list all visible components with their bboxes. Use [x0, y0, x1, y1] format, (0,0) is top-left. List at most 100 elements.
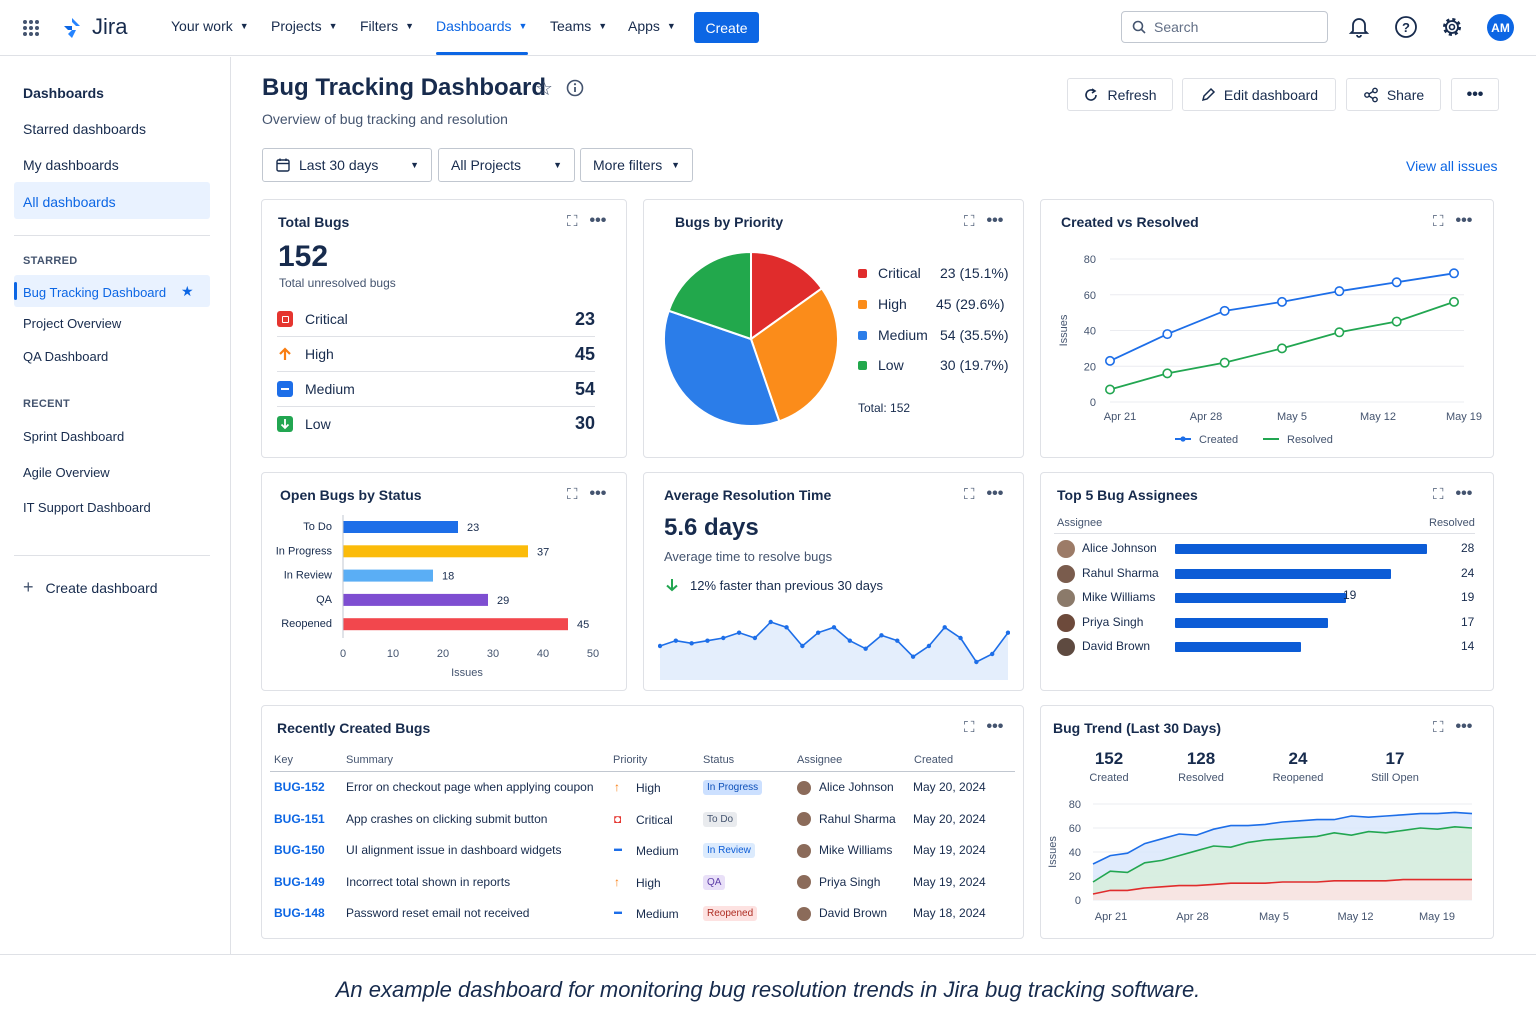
- sidebar-item-starred-dashboards[interactable]: Starred dashboards: [23, 121, 146, 137]
- more-filters-label: More filters: [593, 157, 663, 173]
- issue-key-link[interactable]: BUG-151: [274, 811, 325, 826]
- col-header-summary[interactable]: Summary: [346, 754, 394, 766]
- legend-swatch: [858, 330, 867, 340]
- data-point: [1162, 329, 1173, 340]
- avatar: [797, 780, 811, 795]
- col-header-key[interactable]: Key: [274, 754, 293, 766]
- nav-apps[interactable]: Apps ▼: [628, 18, 676, 34]
- project-filter[interactable]: All Projects ▼: [438, 148, 575, 182]
- expand-icon[interactable]: ⛶: [964, 212, 975, 230]
- edit-dashboard-button[interactable]: Edit dashboard: [1182, 78, 1336, 111]
- issue-summary[interactable]: Password reset email not received: [346, 906, 530, 920]
- date-range-filter[interactable]: Last 30 days ▼: [262, 148, 432, 182]
- more-options-icon[interactable]: •••: [589, 485, 607, 502]
- assignee-name[interactable]: Priya Singh: [1082, 614, 1144, 629]
- col-header-assignee[interactable]: Assignee: [797, 754, 843, 766]
- app-switcher-icon[interactable]: [22, 19, 40, 37]
- notifications-bell-icon[interactable]: [1346, 14, 1372, 40]
- issue-key-link[interactable]: BUG-149: [274, 874, 325, 889]
- y-axis-label: Issues: [1047, 836, 1059, 868]
- more-options-icon[interactable]: •••: [1455, 212, 1473, 229]
- legend-label: Created: [1199, 434, 1238, 446]
- created-date: May 18, 2024: [913, 906, 986, 920]
- sidebar-item-qa-dashboard[interactable]: QA Dashboard: [23, 349, 109, 364]
- assignee-name[interactable]: Mike Williams: [1082, 590, 1156, 604]
- priority-row-low[interactable]: Low 30: [277, 406, 595, 441]
- issue-key-link[interactable]: BUG-150: [274, 843, 325, 857]
- issue-key-link[interactable]: BUG-152: [274, 780, 325, 794]
- calendar-icon: [276, 158, 290, 172]
- sidebar-item-sprint-dashboard[interactable]: Sprint Dashboard: [23, 429, 125, 444]
- more-options-icon[interactable]: •••: [589, 212, 607, 229]
- priority-row-critical[interactable]: Critical 23: [277, 302, 595, 337]
- issue-summary[interactable]: Error on checkout page when applying cou…: [346, 780, 594, 794]
- card-title: Average Resolution Time: [664, 487, 832, 503]
- expand-icon[interactable]: ⛶: [1433, 718, 1444, 736]
- col-header-created[interactable]: Created: [914, 754, 954, 766]
- assignee-name[interactable]: David Brown: [1082, 639, 1151, 653]
- x-tick-label: May 5: [1259, 911, 1289, 923]
- more-options-icon[interactable]: •••: [1455, 485, 1473, 502]
- nav-projects[interactable]: Projects ▼: [271, 18, 338, 34]
- nav-filters[interactable]: Filters ▼: [360, 18, 414, 34]
- app-name[interactable]: Jira: [92, 14, 128, 39]
- help-icon[interactable]: ?: [1393, 14, 1419, 40]
- sparkline-point: [815, 630, 821, 635]
- more-options-icon[interactable]: •••: [986, 718, 1004, 735]
- view-all-issues-link[interactable]: View all issues: [1406, 158, 1498, 174]
- more-options-icon[interactable]: •••: [986, 212, 1004, 229]
- expand-icon[interactable]: ⛶: [1433, 212, 1444, 230]
- priority-row-medium[interactable]: Medium 54: [277, 372, 595, 407]
- expand-icon[interactable]: ⛶: [567, 485, 578, 503]
- expand-icon[interactable]: ⛶: [964, 485, 975, 503]
- priority-label: Medium: [636, 844, 679, 858]
- assignee-resolved-count: 24: [1461, 565, 1475, 580]
- pie-slice-critical: [750, 250, 824, 341]
- jira-logo-icon[interactable]: [60, 16, 84, 40]
- col-header-status[interactable]: Status: [703, 754, 735, 766]
- create-dashboard-link[interactable]: + Create dashboard: [23, 577, 158, 598]
- assignee-name: Alice Johnson: [819, 780, 894, 794]
- x-tick-label: Apr 28: [1190, 411, 1222, 423]
- issue-summary[interactable]: App crashes on clicking submit button: [346, 811, 548, 826]
- settings-gear-icon[interactable]: [1439, 14, 1465, 40]
- sidebar-title: Dashboards: [23, 85, 104, 101]
- sidebar-item-project-overview[interactable]: Project Overview: [23, 316, 122, 331]
- more-options-icon[interactable]: •••: [1455, 718, 1473, 735]
- sidebar-item-all-dashboards[interactable]: All dashboards: [23, 194, 116, 210]
- issue-summary[interactable]: Incorrect total shown in reports: [346, 874, 511, 889]
- expand-icon[interactable]: ⛶: [567, 212, 578, 230]
- info-icon[interactable]: [566, 79, 584, 97]
- search-input[interactable]: Search: [1121, 11, 1328, 43]
- assignee-name[interactable]: Alice Johnson: [1082, 541, 1157, 555]
- bar-to-do: [343, 521, 458, 533]
- refresh-button[interactable]: Refresh: [1067, 78, 1173, 111]
- sidebar-item-it-support-dashboard[interactable]: IT Support Dashboard: [23, 500, 151, 515]
- y-tick-label: 0: [1075, 895, 1081, 907]
- y-tick-label: 80: [1084, 254, 1096, 266]
- more-filters-dropdown[interactable]: More filters ▼: [580, 148, 693, 182]
- issue-summary[interactable]: UI alignment issue in dashboard widgets: [346, 843, 562, 857]
- sidebar-item-my-dashboards[interactable]: My dashboards: [23, 157, 119, 173]
- more-actions-icon[interactable]: •••: [1451, 78, 1499, 111]
- avatar: [797, 875, 811, 890]
- nav-dashboards[interactable]: Dashboards ▼: [436, 18, 527, 34]
- priority-row-high[interactable]: High 45: [277, 337, 595, 372]
- create-button[interactable]: Create: [694, 12, 759, 43]
- nav-your-work[interactable]: Your work ▼: [171, 18, 249, 34]
- more-options-icon[interactable]: •••: [986, 485, 1004, 502]
- expand-icon[interactable]: ⛶: [1433, 485, 1444, 503]
- recent-heading: RECENT: [23, 398, 71, 410]
- share-button[interactable]: Share: [1346, 78, 1441, 111]
- star-filled-icon[interactable]: ★: [181, 283, 194, 299]
- sidebar-item-agile-overview[interactable]: Agile Overview: [23, 465, 110, 480]
- issue-key-link[interactable]: BUG-148: [274, 906, 325, 920]
- user-avatar[interactable]: AM: [1487, 14, 1514, 41]
- col-header-priority[interactable]: Priority: [613, 754, 648, 766]
- expand-icon[interactable]: ⛶: [964, 718, 975, 736]
- sidebar-item-bug-tracking-dashboard[interactable]: Bug Tracking Dashboard: [23, 285, 167, 300]
- nav-teams[interactable]: Teams ▼: [550, 18, 607, 34]
- chevron-down-icon: ▼: [598, 21, 608, 31]
- assignee-name[interactable]: Rahul Sharma: [1082, 565, 1159, 580]
- star-outline-icon[interactable]: ☆: [535, 78, 553, 100]
